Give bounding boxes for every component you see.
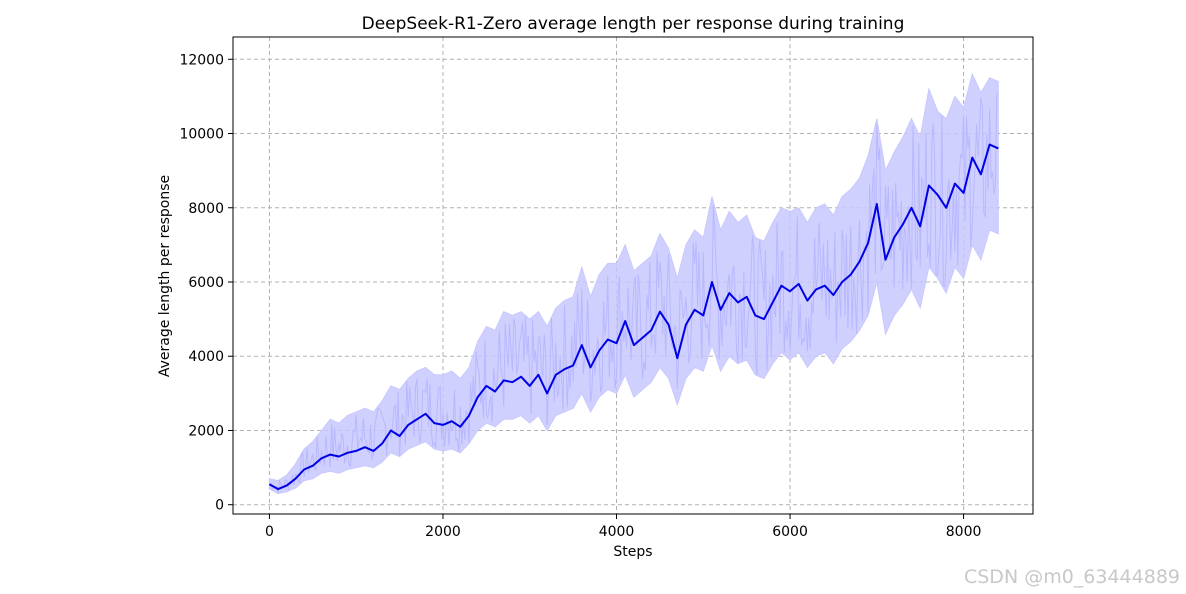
y-tick-label: 10000 — [179, 127, 224, 143]
x-axis-label: Steps — [613, 544, 652, 560]
y-tick-label: 4000 — [188, 349, 224, 365]
x-axis: 0 2000 4000 6000 8000 — [265, 514, 981, 540]
smoothed-series-line — [268, 143, 999, 491]
watermark: CSDN @m0_63444889 — [963, 566, 1180, 588]
y-axis-label: Average length per response — [157, 175, 173, 377]
x-tick-label: 6000 — [772, 524, 808, 540]
x-tick-label: 8000 — [946, 524, 982, 540]
x-tick-label: 4000 — [599, 524, 635, 540]
y-tick-label: 12000 — [179, 52, 224, 68]
chart-title: DeepSeek-R1-Zero average length per resp… — [362, 14, 905, 34]
x-tick-label: 2000 — [425, 524, 461, 540]
x-tick-label: 0 — [265, 524, 274, 540]
plot-area — [232, 36, 1034, 515]
band-series-noise — [269, 92, 998, 493]
y-axis: 0 2000 4000 6000 8000 10000 12000 — [179, 52, 233, 514]
y-tick-label: 0 — [215, 498, 224, 514]
y-tick-label: 6000 — [188, 275, 224, 291]
y-tick-label: 2000 — [188, 423, 224, 439]
y-tick-label: 8000 — [188, 201, 224, 217]
